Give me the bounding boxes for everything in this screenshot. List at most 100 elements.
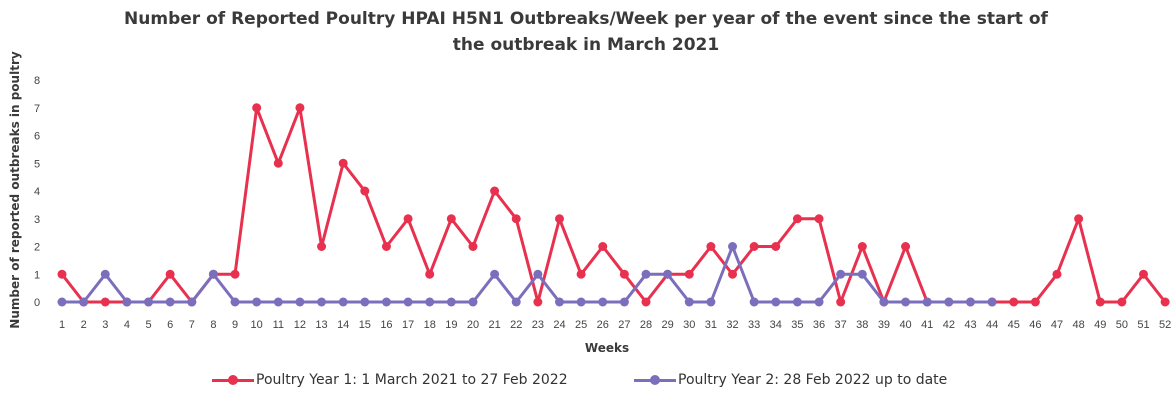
data-point [1052,269,1062,279]
data-point [965,297,975,307]
legend-label-year-1: Poultry Year 1: 1 March 2021 to 27 Feb 2… [256,372,568,388]
legend-swatch-year-2 [634,373,676,387]
data-point [1074,214,1084,224]
x-tick-label: 32 [726,319,738,331]
legend-swatch-year-1 [212,373,254,387]
x-tick-label: 20 [467,319,479,331]
y-tick-label: 6 [34,131,40,143]
data-point [1030,297,1040,307]
data-point [317,297,327,307]
x-tick-label: 38 [856,319,868,331]
data-point [944,297,954,307]
data-point [317,242,327,251]
data-point [836,269,846,279]
data-point [836,297,846,307]
chart-title-line-2: the outbreak in March 2021 [452,35,720,55]
data-point [165,269,175,279]
data-point [230,269,240,279]
data-point [879,297,889,307]
data-point [144,297,154,307]
x-tick-label: 12 [294,319,306,331]
data-point [252,103,262,113]
x-tick-label: 41 [921,319,933,331]
x-axis-ticks: 1 2 3 4 5 6 7 8 9 10 11 12 13 14 15 16 17 18 19 20 21 22 23 24 2… [59,319,1171,331]
legend-label-year-2: Poultry Year 2: 28 Feb 2022 up to date [678,372,948,388]
data-point [360,186,370,196]
chart-title-line-1: Number of Reported Poultry HPAI H5N1 Out… [124,9,1048,29]
series-line [62,245,993,304]
data-point [728,242,738,251]
data-point [511,214,521,224]
data-point [446,297,456,307]
data-point [1139,269,1148,279]
x-tick-label: 19 [445,319,457,331]
x-tick-label: 11 [273,319,284,331]
x-tick-label: 50 [1116,319,1128,331]
data-point [165,297,175,307]
x-tick-label: 7 [189,319,195,331]
data-point [425,297,435,307]
data-point [576,297,586,307]
series-layer [57,103,1170,307]
data-point [987,297,997,307]
data-point [1117,297,1127,307]
data-point [403,214,413,224]
x-tick-label: 28 [640,319,652,331]
data-point [403,297,413,307]
x-tick-label: 8 [210,319,216,331]
data-point [814,297,824,307]
y-tick-label: 8 [34,75,40,87]
data-point [230,297,240,307]
data-point [576,269,586,279]
x-tick-label: 17 [402,319,414,331]
legend-item-year-2: Poultry Year 2: 28 Feb 2022 up to date [634,372,947,388]
data-point [252,297,262,307]
x-tick-label: 40 [899,319,911,331]
data-point [446,214,456,224]
x-tick-label: 34 [770,319,782,331]
x-tick-label: 48 [1072,319,1084,331]
x-tick-label: 45 [1008,319,1020,331]
data-point [771,242,781,251]
x-tick-label: 31 [705,319,717,331]
data-point [901,242,911,251]
y-tick-label: 7 [34,103,40,115]
data-point [792,297,802,307]
data-point [728,269,738,279]
data-point [360,297,370,307]
data-point [295,103,305,113]
legend-item-year-1: Poultry Year 1: 1 March 2021 to 27 Feb 2… [212,372,568,388]
x-tick-label: 49 [1094,319,1106,331]
x-tick-label: 24 [553,319,565,331]
x-tick-label: 52 [1159,319,1171,331]
data-point [468,297,478,307]
x-tick-label: 29 [662,319,674,331]
data-point [1095,297,1105,307]
data-point [1160,297,1170,307]
data-point [598,242,608,251]
data-point [749,242,759,251]
data-point [641,269,651,279]
data-point [554,214,564,224]
data-point [1009,297,1019,307]
data-point [381,297,391,307]
data-point [749,297,759,307]
data-point [533,297,543,307]
data-point [425,269,435,279]
x-tick-label: 35 [791,319,803,331]
x-tick-label: 14 [337,319,349,331]
x-tick-label: 2 [81,319,87,331]
data-point [922,297,932,307]
x-tick-label: 44 [986,319,998,331]
y-axis-label: Number of reported outbreaks in poultry [8,51,22,329]
y-tick-label: 5 [34,158,40,170]
x-tick-label: 30 [683,319,695,331]
y-tick-label: 3 [34,214,40,226]
data-point [901,297,911,307]
x-tick-label: 9 [232,319,238,331]
data-point [122,297,132,307]
x-tick-label: 4 [124,319,130,331]
y-tick-label: 4 [34,186,40,198]
data-point [533,269,543,279]
